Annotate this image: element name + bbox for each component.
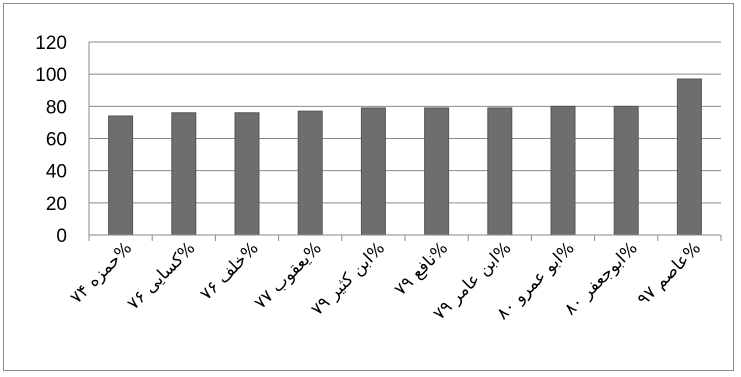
y-tick-label: 60	[46, 130, 67, 151]
y-tick-label: 40	[46, 162, 67, 183]
bar	[424, 107, 450, 236]
y-tick-label: 0	[56, 226, 67, 247]
bar	[108, 115, 134, 236]
bar	[487, 107, 513, 236]
bar	[297, 110, 323, 236]
bar	[613, 105, 639, 236]
y-tick-label: 120	[35, 33, 67, 54]
bar	[171, 112, 197, 236]
x-tick-label: کسایی ۷۶%	[124, 238, 200, 314]
bar	[360, 107, 386, 236]
bar	[676, 78, 702, 236]
x-tick-label: عاصم ۹۷%	[634, 238, 705, 309]
bar	[550, 105, 576, 236]
bar	[234, 112, 260, 236]
y-tick-label: 100	[35, 65, 67, 86]
x-tick-label: خلف ۷۶%	[196, 238, 262, 304]
x-tick-label: نافع ۷۹%	[391, 238, 452, 299]
y-tick-label: 20	[46, 194, 67, 215]
y-tick-label: 80	[46, 97, 67, 118]
